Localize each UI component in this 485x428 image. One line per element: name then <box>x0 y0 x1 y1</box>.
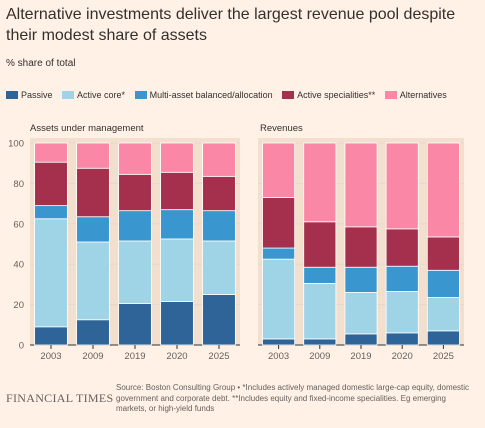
legend-swatch <box>134 91 147 99</box>
source-note: Source: Boston Consulting Group • *Inclu… <box>116 383 470 413</box>
bar-segment-passive-2019 <box>344 333 378 346</box>
x-tick-label: 2009 <box>309 351 330 362</box>
legend-item-multi-asset: Multi-asset balanced/allocation <box>134 90 273 100</box>
y-tick-label: 100 <box>8 139 24 150</box>
legend-label: Alternatives <box>399 90 447 100</box>
bar-segment-active-core-2025 <box>202 240 236 295</box>
panel-title: Assets under management <box>30 123 144 134</box>
y-tick-label: 0 <box>19 341 24 352</box>
ft-brand-logo: FINANCIAL TIMES <box>6 391 114 405</box>
y-tick-label: 80 <box>13 179 24 190</box>
chart-subtitle: % share of total <box>6 58 76 69</box>
bar-segment-active-specialities-2009 <box>303 221 337 268</box>
bar-segment-alternatives-2003 <box>34 142 68 163</box>
bar-segment-alternatives-2009 <box>303 142 337 223</box>
x-tick-label: 2020 <box>166 351 187 362</box>
legend-item-active-core: Active core* <box>62 90 125 100</box>
bar-segment-passive-2025 <box>426 330 460 346</box>
bar-segment-active-specialities-2020 <box>385 228 419 267</box>
bar-segment-alternatives-2025 <box>202 142 236 177</box>
bar-segment-active-core-2003 <box>34 218 68 328</box>
x-tick-label: 2019 <box>350 351 371 362</box>
bar-segment-multi-asset-balanced-allocation-2025 <box>202 210 236 242</box>
bar-segment-active-specialities-2025 <box>202 175 236 212</box>
bar-segment-passive-2003 <box>34 326 68 346</box>
chart-title: Alternative investments deliver the larg… <box>6 6 456 44</box>
bar-segment-passive-2025 <box>202 294 236 346</box>
bar-segment-active-specialities-2019 <box>344 226 378 268</box>
legend-label: Active core* <box>77 90 126 100</box>
bar-segment-active-core-2003 <box>262 258 296 340</box>
x-tick-label: 2025 <box>433 351 454 362</box>
bar-segment-passive-2020 <box>160 301 194 346</box>
legend-swatch <box>282 91 295 99</box>
y-tick-label: 20 <box>13 300 24 311</box>
bar-segment-multi-asset-balanced-allocation-2020 <box>385 265 419 292</box>
bar-segment-active-specialities-2025 <box>426 236 460 271</box>
bar-segment-multi-asset-balanced-allocation-2003 <box>262 247 296 260</box>
legend-label: Active specialities** <box>297 90 376 100</box>
bar-segment-active-core-2020 <box>385 291 419 334</box>
legend-label: Multi-asset balanced/allocation <box>149 90 273 100</box>
bar-segment-multi-asset-balanced-allocation-2003 <box>34 205 68 220</box>
bar-segment-active-core-2019 <box>344 292 378 335</box>
bar-segment-multi-asset-balanced-allocation-2019 <box>344 266 378 293</box>
bar-segment-passive-2003 <box>262 338 296 346</box>
chart-canvas: Assets under management 0 20 40 60 80 100 2003 2… <box>8 123 464 362</box>
bar-segment-passive-2009 <box>76 319 110 346</box>
y-tick-label: 40 <box>13 260 24 271</box>
bar-segment-alternatives-2003 <box>262 142 296 198</box>
bar-segment-passive-2020 <box>385 332 419 346</box>
bar-segment-multi-asset-balanced-allocation-2019 <box>118 210 152 242</box>
bar-segment-active-core-2019 <box>118 240 152 304</box>
bar-segment-multi-asset-balanced-allocation-2025 <box>426 269 460 298</box>
x-tick-label: 2025 <box>208 351 229 362</box>
legend-swatch <box>62 91 75 99</box>
bar-segment-active-core-2020 <box>160 238 194 302</box>
legend-swatch <box>384 91 397 99</box>
chart-legend: Passive Active core* Multi-asset balance… <box>6 90 481 100</box>
bar-segment-multi-asset-balanced-allocation-2009 <box>76 216 110 243</box>
bar-segment-active-specialities-2003 <box>262 197 296 249</box>
bar-segment-passive-2009 <box>303 338 337 346</box>
bar-segment-alternatives-2020 <box>385 142 419 230</box>
x-tick-label: 2003 <box>268 351 289 362</box>
bar-segment-alternatives-2019 <box>344 142 378 228</box>
legend-item-active-specialities: Active specialities** <box>282 90 375 100</box>
x-tick-label: 2019 <box>124 351 145 362</box>
bar-segment-active-core-2025 <box>426 297 460 332</box>
x-tick-label: 2009 <box>82 351 103 362</box>
bar-segment-active-specialities-2020 <box>160 171 194 211</box>
panel-title: Revenues <box>260 123 303 134</box>
bar-segment-passive-2019 <box>118 303 152 346</box>
bar-segment-alternatives-2020 <box>160 142 194 173</box>
bar-segment-active-specialities-2019 <box>118 173 152 212</box>
x-tick-label: 2003 <box>40 351 61 362</box>
y-tick-label: 60 <box>13 219 24 230</box>
bar-segment-active-specialities-2003 <box>34 161 68 207</box>
panel-assets-under-management: Assets under management 0 20 40 60 80 100 2003 2… <box>8 123 240 362</box>
bar-segment-alternatives-2025 <box>426 142 460 238</box>
legend-swatch <box>6 91 18 99</box>
legend-item-alternatives: Alternatives <box>384 90 447 100</box>
x-tick-label: 2020 <box>392 351 413 362</box>
bar-segment-active-core-2009 <box>303 282 337 340</box>
legend-label: Passive <box>21 90 53 100</box>
legend-item-passive: Passive <box>6 90 53 100</box>
bar-segment-alternatives-2009 <box>76 142 110 169</box>
bar-segment-alternatives-2019 <box>118 142 152 175</box>
panel-revenues: Revenues 2003 2009 2019 2020 2025 <box>258 123 464 362</box>
bar-segment-active-core-2009 <box>76 241 110 321</box>
bar-segment-multi-asset-balanced-allocation-2020 <box>160 209 194 240</box>
bar-segment-multi-asset-balanced-allocation-2009 <box>303 266 337 284</box>
bar-segment-active-specialities-2009 <box>76 167 110 218</box>
